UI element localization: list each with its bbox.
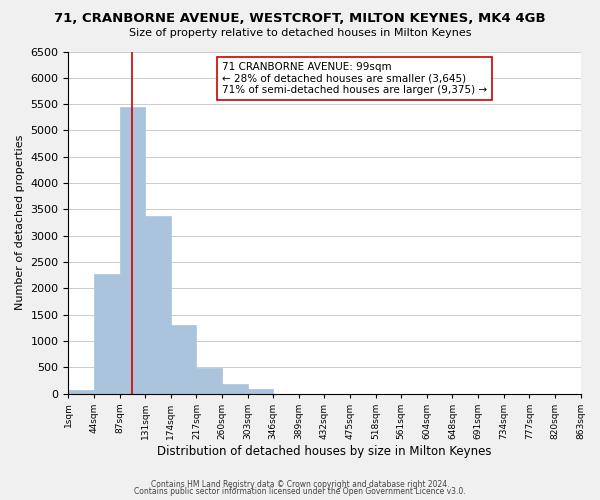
Bar bbox=[222, 384, 248, 394]
Text: 71, CRANBORNE AVENUE, WESTCROFT, MILTON KEYNES, MK4 4GB: 71, CRANBORNE AVENUE, WESTCROFT, MILTON … bbox=[54, 12, 546, 26]
Y-axis label: Number of detached properties: Number of detached properties bbox=[15, 135, 25, 310]
Bar bbox=[248, 390, 273, 394]
Bar bbox=[145, 216, 171, 394]
Text: Size of property relative to detached houses in Milton Keynes: Size of property relative to detached ho… bbox=[129, 28, 471, 38]
Text: Contains HM Land Registry data © Crown copyright and database right 2024.: Contains HM Land Registry data © Crown c… bbox=[151, 480, 449, 489]
Bar bbox=[68, 390, 94, 394]
Bar bbox=[119, 107, 145, 394]
Bar bbox=[196, 368, 222, 394]
X-axis label: Distribution of detached houses by size in Milton Keynes: Distribution of detached houses by size … bbox=[157, 444, 492, 458]
Bar bbox=[171, 324, 196, 394]
Text: Contains public sector information licensed under the Open Government Licence v3: Contains public sector information licen… bbox=[134, 488, 466, 496]
Text: 71 CRANBORNE AVENUE: 99sqm
← 28% of detached houses are smaller (3,645)
71% of s: 71 CRANBORNE AVENUE: 99sqm ← 28% of deta… bbox=[222, 62, 487, 95]
Bar bbox=[94, 274, 119, 394]
